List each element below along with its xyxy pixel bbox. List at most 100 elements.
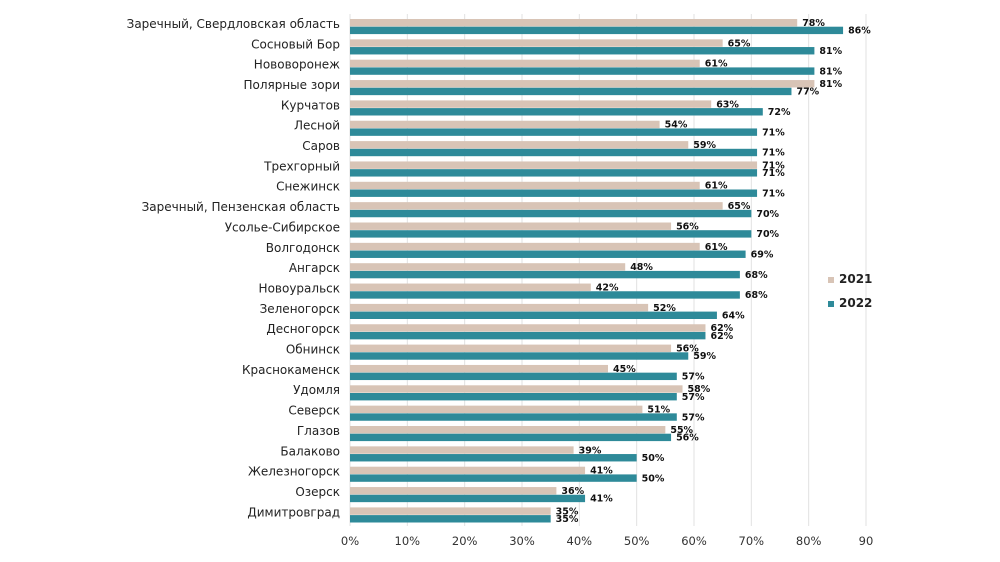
x-tick-label: 20%: [452, 534, 478, 548]
bar-2021: [350, 120, 660, 129]
value-label: 48%: [630, 262, 653, 273]
category-label: Озерск: [295, 485, 340, 499]
value-label: 64%: [722, 311, 745, 322]
x-axis-tick-labels: 0% 10% 20% 30% 40% 50% 60% 70% 80% 90: [341, 534, 873, 548]
legend: 2021 2022: [828, 272, 872, 310]
bar-2022: [350, 67, 815, 75]
value-label: 50%: [642, 453, 665, 464]
bar-2022: [350, 331, 706, 340]
category-label: Снежинск: [276, 180, 340, 194]
legend-label: 2021: [839, 272, 872, 286]
category-label: Лесной: [294, 119, 340, 133]
bar-2021: [350, 405, 643, 414]
value-label: 68%: [745, 270, 768, 281]
value-label: 41%: [590, 494, 613, 505]
bar-2021: [350, 263, 626, 271]
value-label: 78%: [802, 18, 825, 29]
value-label: 69%: [751, 249, 774, 260]
value-label: 63%: [716, 99, 739, 110]
bar-2022: [350, 352, 689, 360]
category-label: Краснокаменск: [242, 363, 340, 377]
category-labels: Заречный, Свердловская область Сосновый Б…: [127, 17, 341, 519]
value-label: 68%: [745, 290, 768, 301]
value-label: 62%: [710, 331, 733, 342]
bar-2021: [350, 161, 758, 169]
bar-2022: [350, 515, 551, 523]
bar-2021: [350, 487, 557, 495]
x-tick-label: 70%: [739, 534, 765, 548]
value-label: 57%: [682, 392, 705, 403]
category-label: Железногорск: [248, 465, 340, 479]
value-label: 65%: [728, 38, 751, 49]
category-label: Ангарск: [289, 261, 340, 275]
bar-2021: [350, 324, 706, 332]
value-label: 62%: [710, 323, 733, 334]
bar-2021: [350, 426, 666, 434]
value-label: 81%: [819, 46, 842, 57]
bar-2022: [350, 250, 746, 258]
x-tick-label: 30%: [509, 534, 535, 548]
value-label: 61%: [705, 181, 728, 192]
value-label: 56%: [676, 344, 699, 355]
bar-2021: [350, 507, 551, 515]
bar-2022: [350, 474, 637, 482]
category-label: Северск: [288, 404, 340, 418]
category-label: Саров: [302, 139, 340, 153]
category-label: Курчатов: [281, 98, 340, 112]
category-label: Трехгорный: [263, 159, 340, 173]
bar-2022: [350, 209, 752, 218]
value-label: 61%: [705, 242, 728, 253]
value-label: 86%: [848, 26, 871, 37]
value-label: 71%: [762, 127, 785, 138]
bar-2022: [350, 413, 677, 421]
x-tick-label: 40%: [567, 534, 593, 548]
value-label: 81%: [819, 66, 842, 77]
bar-2022: [350, 148, 758, 157]
category-label: Глазов: [297, 424, 340, 438]
bar-2021: [350, 222, 672, 230]
value-label: 70%: [756, 209, 779, 220]
value-label: 35%: [556, 506, 579, 517]
bar-2021: [350, 344, 672, 352]
value-label: 45%: [613, 364, 636, 375]
value-label: 71%: [762, 148, 785, 159]
value-label: 81%: [819, 79, 842, 90]
category-label: Заречный, Свердловская область: [127, 17, 340, 31]
bar-2021: [350, 202, 723, 210]
value-label: 56%: [676, 221, 699, 232]
value-label: 42%: [596, 282, 619, 293]
category-label: Зеленогорск: [260, 302, 340, 316]
value-label: 57%: [682, 372, 705, 383]
bar-2021: [350, 242, 700, 251]
bar-2021: [350, 181, 700, 190]
bar-2021: [350, 303, 649, 312]
bar-2022: [350, 87, 792, 96]
value-label: 61%: [705, 59, 728, 70]
value-label: 56%: [676, 433, 699, 444]
legend-label: 2022: [839, 296, 872, 310]
value-label: 70%: [756, 229, 779, 240]
value-label: 71%: [762, 160, 785, 171]
value-label: 54%: [665, 120, 688, 131]
value-label: 52%: [653, 303, 676, 314]
category-label: Волгодонск: [266, 241, 340, 255]
bar-2022: [350, 128, 758, 136]
category-label: Обнинск: [286, 343, 340, 357]
legend-swatch-2022: [828, 301, 834, 307]
bar-2021: [350, 59, 700, 68]
category-label: Десногорск: [266, 322, 340, 336]
bar-2022: [350, 230, 752, 238]
x-tick-label: 10%: [395, 534, 421, 548]
value-label: 51%: [647, 405, 670, 416]
value-label: 71%: [762, 188, 785, 199]
value-label: 65%: [728, 201, 751, 212]
value-label: 71%: [762, 168, 785, 179]
bar-2022: [350, 454, 637, 462]
bar-2021: [350, 19, 798, 27]
bar-2021: [350, 80, 815, 88]
value-label: 57%: [682, 412, 705, 423]
x-tick-label: 0%: [341, 534, 359, 548]
category-label: Удомля: [293, 383, 340, 397]
bar-2021: [350, 385, 683, 393]
